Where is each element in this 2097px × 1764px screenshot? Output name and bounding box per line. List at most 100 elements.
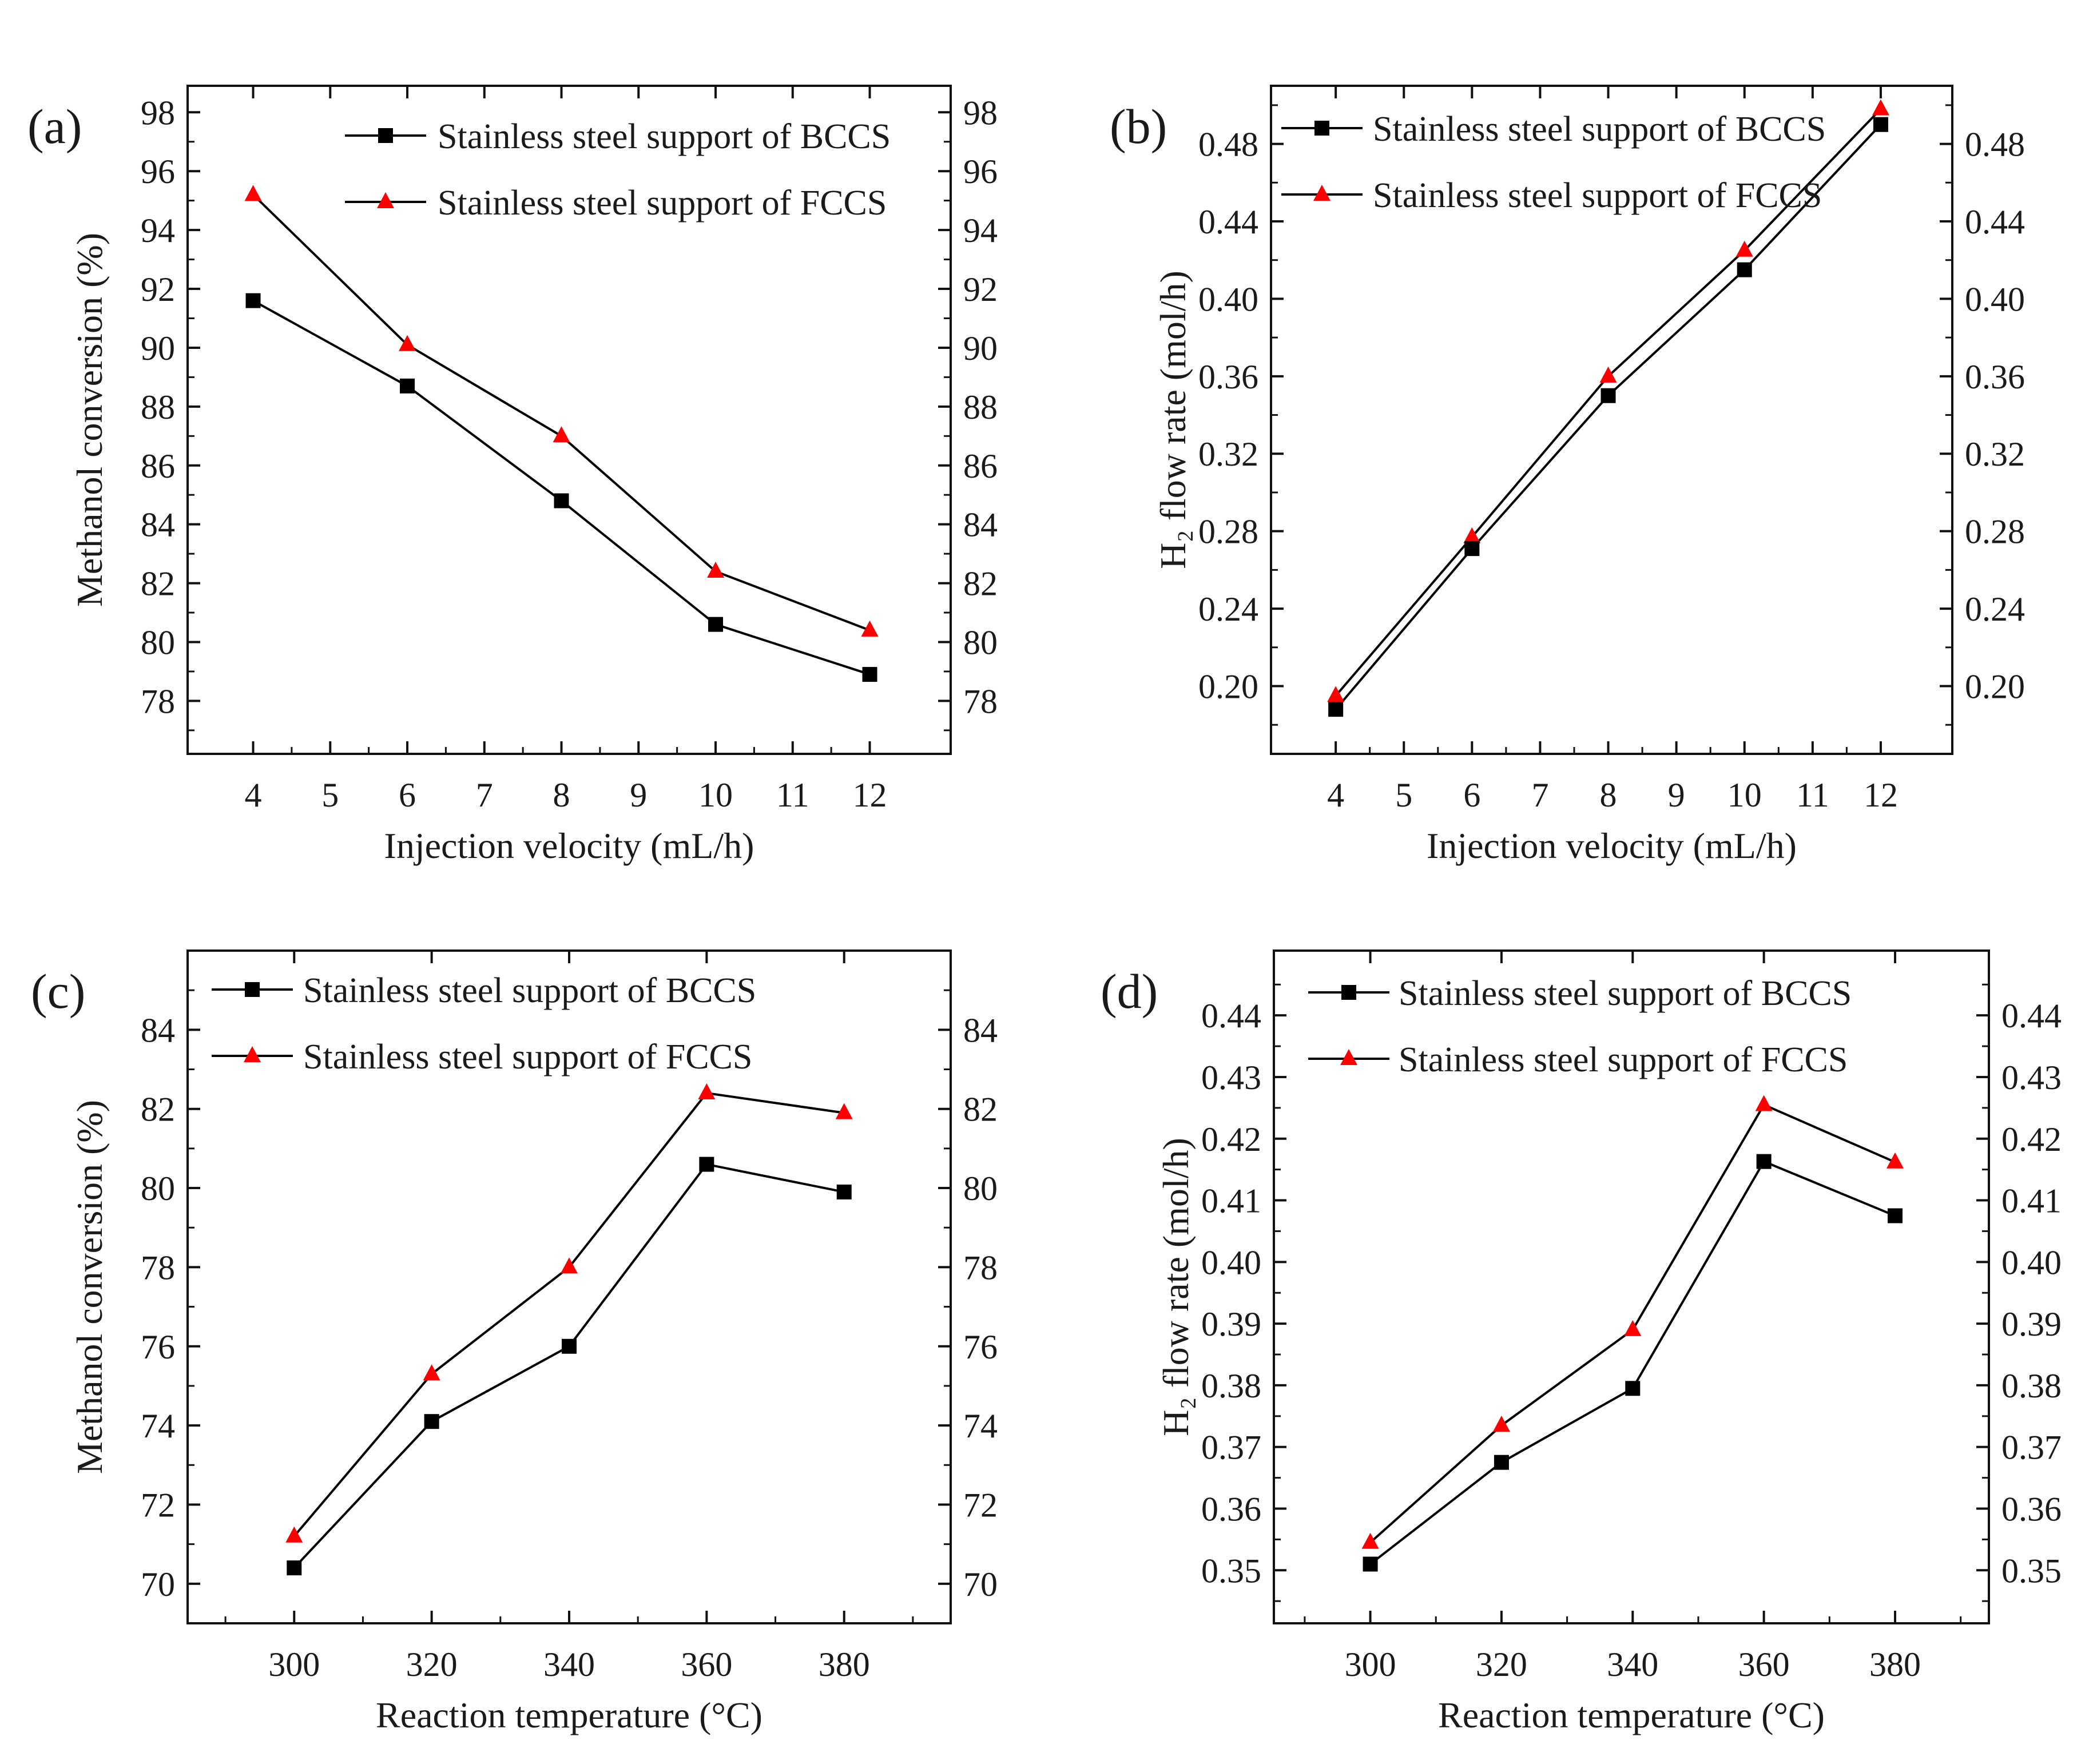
data-point-bccs — [1888, 1208, 1903, 1223]
y-axis-label: H₂ flow rate (mol/h) — [1153, 271, 1193, 569]
data-point-fccs — [1327, 686, 1345, 702]
data-point-bccs — [562, 1338, 577, 1354]
y-tick-label-right: 0.36 — [1965, 358, 2025, 396]
x-tick-label: 340 — [543, 1646, 595, 1683]
data-point-fccs — [1624, 1320, 1642, 1336]
legend-label: Stainless steel support of BCCS — [1399, 974, 1852, 1013]
x-tick-label: 9 — [1668, 776, 1685, 814]
x-tick-label: 340 — [1607, 1646, 1658, 1683]
x-axis-label: Reaction temperature (°C) — [376, 1695, 762, 1735]
legend: Stainless steel support of BCCS Stainless… — [1281, 110, 1826, 215]
y-tick-label-right: 98 — [963, 94, 998, 132]
y-tick-label: 98 — [141, 94, 175, 132]
legend: Stainless steel support of BCCS Stainless… — [1308, 974, 1852, 1079]
y-tick-label: 84 — [141, 1011, 175, 1049]
y-tick-label: 0.24 — [1198, 590, 1258, 628]
y-tick-label: 0.40 — [1201, 1243, 1261, 1281]
x-axis-label: Injection velocity (mL/h) — [384, 825, 754, 866]
y-tick-label: 0.38 — [1201, 1367, 1261, 1405]
legend-label: Stainless steel support of BCCS — [438, 117, 891, 156]
panel-b: (b) 4 5 6 7 8 9 10 11 12 0.20 0.20 0.24 0.24 0.28 0.28 0… — [1110, 85, 2025, 866]
y-tick-label-right: 74 — [963, 1407, 998, 1445]
y-tick-label: 0.32 — [1198, 435, 1258, 473]
series-line-fccs — [252, 193, 871, 631]
data-point-fccs — [561, 1257, 578, 1274]
panel-d: (d) 300 320 340 360 380 0.35 0.35 0.36 0.36 0.37 0.… — [1101, 949, 2062, 1735]
x-tick-label: 6 — [399, 776, 416, 814]
legend-label: Stainless steel support of BCCS — [1373, 110, 1826, 149]
y-axis-label: Methanol conversion (%) — [69, 233, 110, 607]
x-tick-label: 11 — [776, 776, 809, 814]
y-tick-label-right: 0.28 — [1965, 513, 2025, 551]
series-line-fccs — [293, 1091, 845, 1537]
legend-label: Stainless steel support of FCCS — [438, 184, 887, 223]
data-point-bccs — [1494, 1455, 1509, 1470]
y-tick-label: 78 — [141, 682, 175, 720]
y-tick-label: 92 — [141, 271, 175, 308]
y-tick-label: 84 — [141, 506, 175, 544]
y-tick-label: 86 — [141, 447, 175, 485]
data-point-bccs — [287, 1560, 302, 1576]
y-tick-label-right: 80 — [963, 623, 998, 661]
legend-marker — [1314, 121, 1329, 136]
data-point-fccs — [1361, 1532, 1379, 1549]
y-tick-label-right: 0.24 — [1965, 590, 2025, 628]
data-point-bccs — [1737, 262, 1752, 277]
y-tick-label: 0.40 — [1198, 280, 1258, 318]
y-tick-label-right: 86 — [963, 447, 998, 485]
y-tick-label-right: 78 — [963, 682, 998, 720]
legend: Stainless steel support of BCCS Stainless… — [212, 971, 756, 1076]
data-point-fccs — [1872, 99, 1889, 116]
data-point-fccs — [835, 1103, 853, 1119]
data-point-fccs — [1492, 1415, 1510, 1432]
y-axis-label: Methanol conversion (%) — [69, 1100, 110, 1474]
data-point-fccs — [244, 185, 262, 201]
x-tick-label: 6 — [1463, 776, 1480, 814]
x-axis-label: Injection velocity (mL/h) — [1427, 825, 1797, 866]
x-tick-label: 4 — [1327, 776, 1344, 814]
series-line-bccs — [252, 299, 871, 676]
series-line-bccs — [1369, 1160, 1896, 1566]
y-tick-label: 0.44 — [1198, 203, 1258, 241]
y-tick-label: 72 — [141, 1486, 175, 1524]
x-tick-label: 8 — [1600, 776, 1617, 814]
data-point-bccs — [1363, 1556, 1378, 1572]
data-point-fccs — [707, 561, 725, 578]
y-tick-label-right: 94 — [963, 212, 998, 249]
y-tick-label-right: 76 — [963, 1328, 998, 1366]
x-tick-label: 320 — [1476, 1646, 1527, 1683]
data-point-bccs — [708, 617, 724, 632]
data-point-bccs — [836, 1184, 852, 1199]
y-tick-label: 0.48 — [1198, 126, 1258, 164]
legend-marker — [1341, 985, 1356, 1000]
data-point-fccs — [1755, 1095, 1773, 1111]
legend-marker — [378, 128, 393, 143]
y-tick-label: 94 — [141, 212, 175, 249]
y-tick-label-right: 0.38 — [2001, 1367, 2062, 1405]
y-tick-label-right: 90 — [963, 329, 998, 367]
data-point-bccs — [245, 293, 261, 308]
y-tick-label-right: 96 — [963, 153, 998, 190]
panel-label: (c) — [31, 964, 85, 1019]
y-tick-label: 76 — [141, 1328, 175, 1366]
y-tick-label: 82 — [141, 1091, 175, 1129]
data-point-bccs — [400, 378, 415, 394]
y-tick-label: 80 — [141, 1170, 175, 1207]
legend-label: Stainless steel support of FCCS — [303, 1038, 752, 1076]
y-tick-label: 74 — [141, 1407, 175, 1445]
x-tick-label: 300 — [1345, 1646, 1396, 1683]
y-tick-label: 0.42 — [1201, 1121, 1261, 1158]
data-point-fccs — [553, 426, 570, 443]
y-tick-label-right: 0.41 — [2001, 1182, 2062, 1220]
x-tick-label: 10 — [698, 776, 733, 814]
x-tick-label: 12 — [1864, 776, 1898, 814]
panel-label: (d) — [1101, 964, 1158, 1019]
x-tick-label: 360 — [1738, 1646, 1790, 1683]
y-tick-label: 82 — [141, 565, 175, 603]
data-point-fccs — [1599, 366, 1617, 383]
y-tick-label-right: 0.48 — [1965, 126, 2025, 164]
data-point-bccs — [1625, 1381, 1641, 1396]
y-tick-label-right: 84 — [963, 1011, 998, 1049]
data-point-fccs — [698, 1083, 716, 1100]
